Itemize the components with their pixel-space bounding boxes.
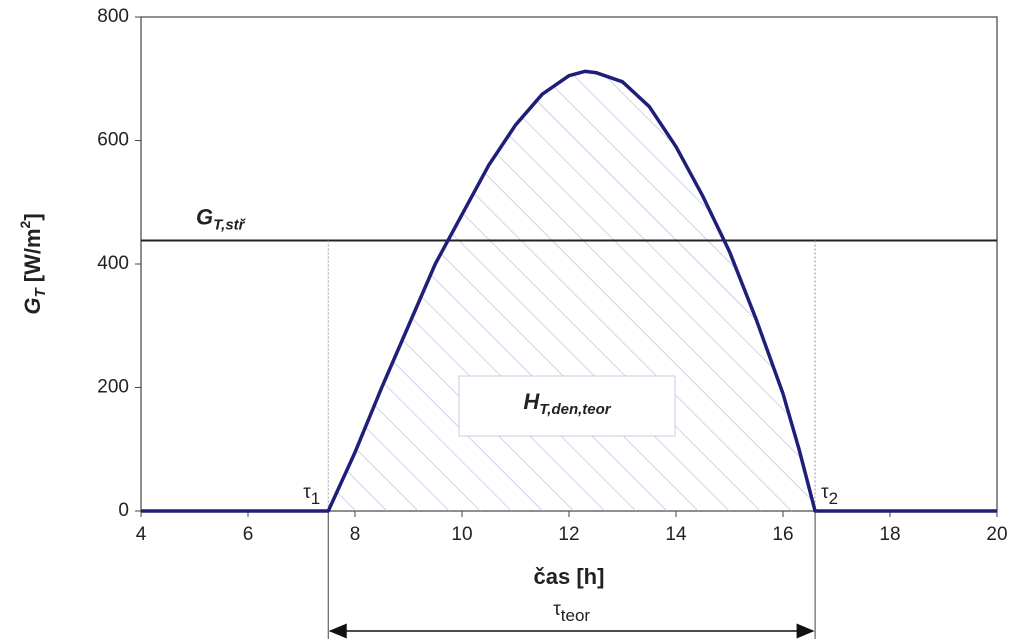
symbol: τ xyxy=(303,482,311,503)
subscript: 2 xyxy=(829,489,838,508)
y-axis-label: GT [W/m2] xyxy=(17,213,49,314)
y-tick-label: 800 xyxy=(97,6,129,27)
y-tick-label: 0 xyxy=(118,500,129,521)
y-close: ] xyxy=(20,213,45,220)
x-tick-label: 8 xyxy=(350,524,361,545)
x-tick-label: 10 xyxy=(451,524,472,545)
annotation: τ2 xyxy=(821,482,838,508)
x-tick-label: 4 xyxy=(136,524,147,545)
line xyxy=(141,69,997,513)
x-tick-label: 18 xyxy=(879,524,900,545)
subscript: 1 xyxy=(311,489,320,508)
y-sub: T xyxy=(32,287,49,298)
annotation: τteor xyxy=(553,599,590,625)
y-symbol: G xyxy=(20,298,45,315)
symbol: G xyxy=(196,204,213,229)
symbol: H xyxy=(523,389,540,414)
symbol: τ xyxy=(553,599,561,620)
x-axis-label: čas [h] xyxy=(534,564,605,589)
x-tick-label: 20 xyxy=(986,524,1007,545)
y-tick-label: 600 xyxy=(97,130,129,151)
y-sup: 2 xyxy=(17,220,33,228)
x-tick-label: 14 xyxy=(665,524,687,545)
area xyxy=(141,71,997,511)
symbol: τ xyxy=(821,482,829,503)
x-tick-label: 16 xyxy=(772,524,793,545)
subscript: T,stř xyxy=(213,217,247,234)
y-tick-label: 400 xyxy=(97,253,129,274)
annotation: τ1 xyxy=(303,482,320,508)
x-tick-label: 12 xyxy=(558,524,579,545)
annotation: HT,den,teor xyxy=(523,389,611,418)
y-tick-label: 200 xyxy=(97,377,129,398)
subscript: teor xyxy=(561,606,591,625)
subscript: T,den,teor xyxy=(539,401,612,418)
y-unit: [W/m xyxy=(20,228,45,288)
area-label-box xyxy=(458,375,676,437)
x-tick-label: 6 xyxy=(243,524,254,545)
annotation: GT,stř xyxy=(196,204,247,233)
